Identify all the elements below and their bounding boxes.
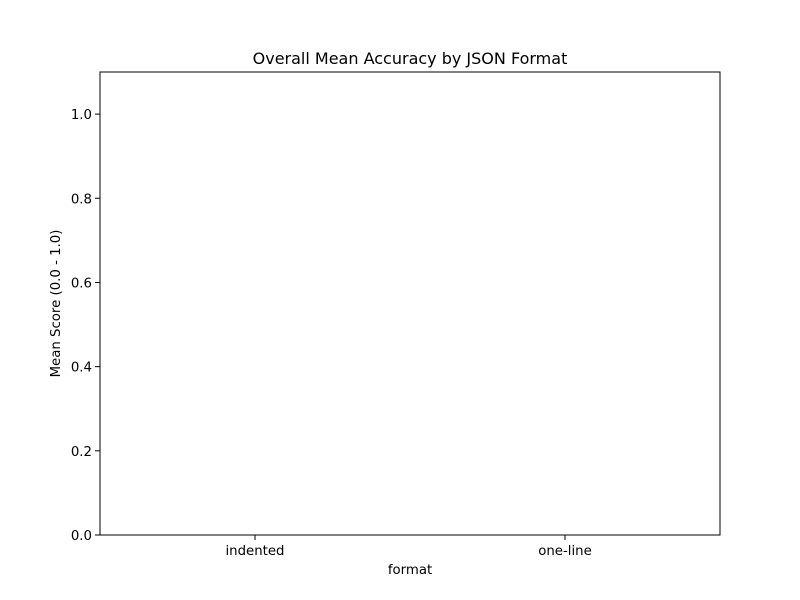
x-tick-label-one-line: one-line [538,544,592,559]
chart-title: Overall Mean Accuracy by JSON Format [253,49,568,68]
x-axis-label: format [388,563,432,578]
y-tick-label: 0.8 [71,192,92,207]
y-axis-label: Mean Score (0.0 - 1.0) [49,230,64,378]
y-axis: 0.0 0.2 0.4 0.6 0.8 1.0 [71,108,100,544]
y-tick-label: 0.6 [71,276,92,291]
y-tick-label: 0.2 [71,445,92,460]
y-tick-label: 0.4 [71,361,92,376]
y-tick-label: 1.0 [71,108,92,123]
y-tick-label: 0.0 [71,529,92,544]
x-tick-label-indented: indented [225,544,284,559]
x-axis: indented one-line [225,535,592,559]
plot-frame [99,71,721,536]
